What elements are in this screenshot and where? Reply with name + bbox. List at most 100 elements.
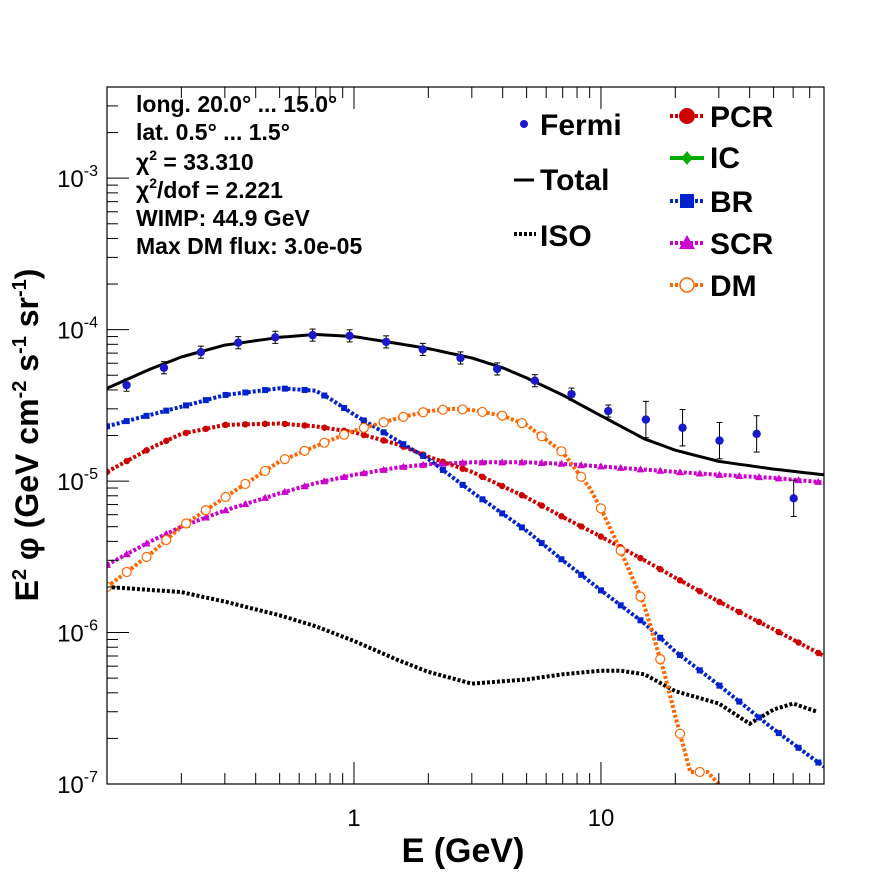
dm-marker xyxy=(497,410,508,421)
scr-marker xyxy=(221,506,230,514)
dm-marker xyxy=(161,534,172,546)
pcr-marker xyxy=(637,554,644,562)
br-marker xyxy=(183,402,190,409)
scr-marker xyxy=(379,465,388,473)
br-marker xyxy=(756,714,763,721)
br-marker xyxy=(143,412,150,419)
x-tick-label: 10 xyxy=(588,805,615,832)
pcr-marker xyxy=(182,429,190,437)
scr-marker xyxy=(320,477,329,485)
pcr-marker xyxy=(301,422,308,429)
scr-marker xyxy=(596,462,605,470)
pcr-marker xyxy=(755,618,763,626)
pcr-marker xyxy=(222,421,229,429)
pcr-marker xyxy=(242,421,249,428)
scr-marker xyxy=(557,459,566,467)
fermi-point xyxy=(492,364,502,374)
pcr-marker xyxy=(281,420,289,428)
scr-marker xyxy=(517,458,526,466)
br-marker xyxy=(107,423,110,430)
dm-marker xyxy=(358,422,369,434)
dm-marker xyxy=(220,491,231,503)
dm-marker xyxy=(338,429,350,440)
y-tick-label: 10-7 xyxy=(57,769,98,799)
pcr-marker xyxy=(657,566,664,573)
scr-marker xyxy=(814,477,823,485)
br-marker xyxy=(202,397,209,404)
pcr-marker xyxy=(261,420,269,428)
pcr-marker xyxy=(676,577,684,584)
br-marker xyxy=(439,466,446,473)
fermi-point xyxy=(122,380,131,390)
dm-marker xyxy=(200,505,211,516)
fermi-point xyxy=(530,376,540,385)
pcr-marker xyxy=(107,468,111,476)
br-marker xyxy=(459,481,466,488)
br-marker xyxy=(360,417,367,424)
legend-pcr-label: PCR xyxy=(710,101,774,134)
fermi-point xyxy=(715,436,724,445)
pcr-marker xyxy=(538,502,545,509)
pcr-marker xyxy=(202,425,209,433)
legend-pcr-marker xyxy=(679,108,695,124)
legend-br-label: BR xyxy=(710,186,754,219)
scr-marker xyxy=(399,462,408,470)
axis-ticks xyxy=(106,86,825,785)
br-marker xyxy=(499,510,506,517)
dm-marker xyxy=(240,478,251,490)
br-marker xyxy=(281,385,288,392)
x-axis-label: E (GeV) xyxy=(402,832,525,870)
br-marker xyxy=(301,386,308,393)
br-marker xyxy=(321,392,328,399)
legend-total-label: Total xyxy=(540,164,609,197)
pcr-marker xyxy=(459,465,466,472)
fermi-point xyxy=(196,347,206,357)
br-marker xyxy=(775,730,782,737)
fermi-point xyxy=(678,423,687,432)
dm-marker xyxy=(437,404,448,415)
scr-marker xyxy=(162,529,171,537)
br-marker xyxy=(716,682,723,689)
br-marker xyxy=(676,652,683,659)
info-chi2-dof: χ2/dof = 2.221 xyxy=(136,175,283,203)
pcr-marker xyxy=(143,447,150,454)
pcr-marker xyxy=(597,533,605,540)
scr-marker xyxy=(636,465,645,473)
scr-marker xyxy=(498,458,507,466)
dm-marker xyxy=(655,654,666,665)
info-latitude: lat. 0.5° ... 1.5° xyxy=(136,119,290,145)
br-marker xyxy=(341,405,348,412)
x-tick-label: 1 xyxy=(347,805,360,832)
br-marker xyxy=(696,667,703,674)
dm-marker xyxy=(299,445,310,456)
br-marker xyxy=(617,602,624,609)
fermi-point xyxy=(456,353,465,363)
scr-marker xyxy=(438,459,447,467)
legend-ic-marker xyxy=(679,151,695,165)
fermi-point xyxy=(752,429,761,439)
pcr-marker xyxy=(321,424,328,431)
scr-line xyxy=(107,460,824,567)
br-marker xyxy=(262,387,269,394)
pcr-marker xyxy=(577,523,585,530)
fermi-point xyxy=(789,494,798,503)
legend-fermi-marker xyxy=(520,120,528,128)
scr-marker xyxy=(774,474,783,482)
pcr-marker xyxy=(736,608,743,616)
total-line xyxy=(107,332,824,477)
scr-marker xyxy=(735,471,744,479)
pcr-marker xyxy=(498,482,506,490)
scr-marker xyxy=(675,468,684,476)
info-max-dm-flux: Max DM flux: 3.0e-05 xyxy=(136,233,362,259)
dm-marker xyxy=(635,591,646,602)
br-marker xyxy=(400,441,407,448)
dm-marker xyxy=(694,766,705,778)
legend-dm-label: DM xyxy=(710,270,757,303)
br-marker xyxy=(597,587,604,594)
fermi-point xyxy=(308,330,317,340)
br-marker xyxy=(380,429,387,436)
axis-tick-labels: 1 10 10-7 10-6 10-5 10-4 10-3 xyxy=(57,163,614,832)
fermi-point xyxy=(234,338,243,347)
scr-marker xyxy=(201,513,210,521)
